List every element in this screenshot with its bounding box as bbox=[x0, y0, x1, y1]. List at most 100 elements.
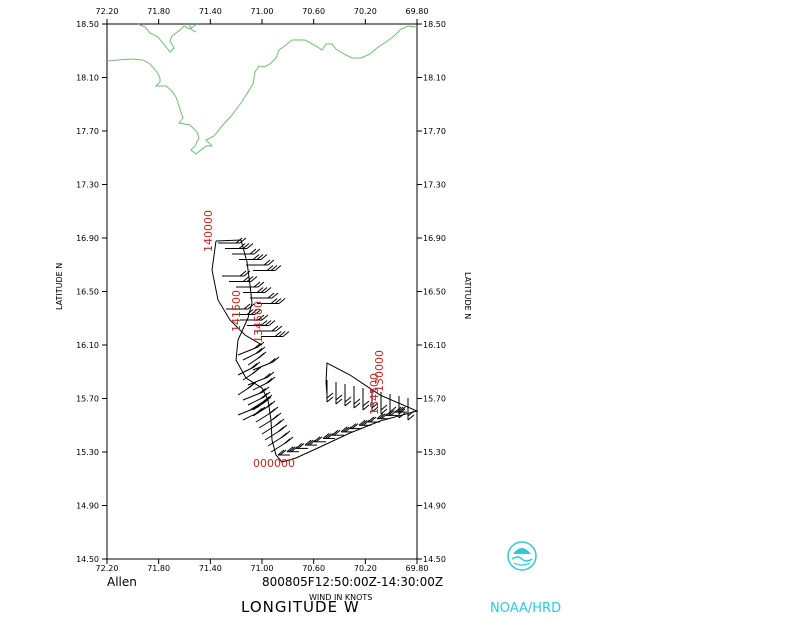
wind-barb-feather bbox=[250, 363, 258, 369]
lat-label-left: 16.50 bbox=[76, 288, 99, 297]
wind-barb-feather bbox=[353, 398, 361, 405]
wind-barb-feather bbox=[369, 416, 377, 423]
lat-label-right: 15.30 bbox=[423, 448, 446, 457]
lat-label-left: 18.50 bbox=[76, 20, 99, 29]
lat-label-right: 16.90 bbox=[423, 234, 446, 243]
lat-label-left: 14.50 bbox=[76, 555, 99, 564]
wind-barb-feather bbox=[304, 439, 312, 446]
lon-label-bottom: 71.40 bbox=[199, 564, 222, 573]
wind-barb-feather bbox=[246, 276, 254, 282]
wind-barb-feather bbox=[398, 406, 406, 413]
lon-label-top: 70.60 bbox=[302, 7, 325, 16]
lon-label-bottom: 71.80 bbox=[147, 564, 170, 573]
wind-barb-feather bbox=[261, 314, 269, 321]
wind-barb-feather bbox=[249, 248, 257, 255]
wind-barb-feather bbox=[306, 439, 314, 446]
wind-barb-feather bbox=[313, 436, 321, 443]
wind-barb-feather bbox=[376, 413, 384, 420]
wind-barb-feather bbox=[335, 398, 343, 405]
wind-barb-feather bbox=[268, 408, 276, 415]
wind-barb-feather bbox=[243, 303, 251, 310]
wind-barb-feather bbox=[243, 270, 251, 277]
lat-label-left: 17.70 bbox=[76, 127, 99, 136]
wind-barb-feather bbox=[277, 426, 285, 433]
track-line bbox=[215, 239, 419, 463]
wind-barb-feather bbox=[268, 376, 276, 383]
storm-name: Allen bbox=[107, 575, 137, 589]
wind-barb-feather bbox=[247, 303, 255, 310]
wind-barb-feather bbox=[267, 259, 275, 266]
track-label-134500b: 134500 bbox=[368, 373, 381, 415]
wind-barb-feather bbox=[242, 276, 250, 282]
wind-barb-feather bbox=[322, 433, 330, 439]
wind-barb-feather bbox=[367, 416, 375, 423]
lon-label-bottom: 70.20 bbox=[354, 564, 377, 573]
wind-barb-feather bbox=[297, 443, 305, 449]
wind-barb-feather bbox=[253, 281, 261, 288]
wind-barb-feather bbox=[353, 402, 361, 409]
wind-barb-feather bbox=[387, 410, 395, 416]
wind-barb-feather bbox=[263, 391, 271, 398]
wind-barb-feather bbox=[265, 378, 273, 384]
wind-barb-feather bbox=[254, 343, 261, 349]
wind-barb-feather bbox=[324, 433, 332, 439]
wind-barb-feather bbox=[260, 254, 268, 260]
wind-barb-feather bbox=[362, 404, 370, 411]
wind-barb-feather bbox=[252, 368, 260, 374]
lat-label-right: 14.90 bbox=[423, 502, 446, 511]
coastline-upper bbox=[137, 23, 198, 53]
lat-label-left: 15.30 bbox=[76, 448, 99, 457]
lat-label-right: 16.50 bbox=[423, 288, 446, 297]
wind-barb-feather bbox=[271, 325, 279, 332]
wind-barb-feather bbox=[277, 449, 285, 456]
wind-barb-feather bbox=[247, 383, 255, 389]
wind-barb-feather bbox=[256, 287, 264, 293]
lat-label-right: 14.50 bbox=[423, 555, 446, 564]
wind-barb-feather bbox=[252, 254, 260, 260]
lat-label-right: 15.70 bbox=[423, 395, 446, 404]
wind-barb-feather bbox=[255, 348, 263, 354]
wind-barb-feather bbox=[333, 429, 341, 436]
lon-label-top: 71.00 bbox=[251, 7, 274, 16]
wind-barb-feather bbox=[258, 346, 266, 353]
lat-label-left: 14.90 bbox=[76, 502, 99, 511]
wind-barb-feather bbox=[378, 413, 386, 420]
wind-barb-feather bbox=[257, 353, 265, 359]
wind-barb-feather bbox=[362, 400, 370, 407]
wind-barb-feather bbox=[274, 298, 282, 304]
time-range: 800805F12:50:00Z-14:30:00Z bbox=[262, 575, 443, 589]
wind-barb-feather bbox=[344, 400, 352, 407]
wind-barb-feather bbox=[326, 392, 334, 399]
lat-label-left: 17.30 bbox=[76, 181, 99, 190]
lat-label-left: 15.70 bbox=[76, 395, 99, 404]
wind-barb-feather bbox=[389, 410, 397, 417]
wind-barb-feather bbox=[315, 436, 323, 443]
wind-barb-feather bbox=[256, 254, 264, 260]
wind-barb-feather bbox=[286, 446, 294, 453]
wind-barb-feather bbox=[264, 373, 271, 379]
wind-barb-feather bbox=[239, 270, 247, 277]
wind-barb-feather bbox=[250, 276, 258, 282]
wind-barb-feather bbox=[271, 414, 279, 421]
wind-barb-feather bbox=[267, 292, 275, 299]
wind-barb-feather bbox=[274, 331, 282, 337]
lon-label-top: 71.80 bbox=[147, 7, 170, 16]
lat-label-right: 17.70 bbox=[423, 127, 446, 136]
coastline bbox=[106, 25, 418, 155]
lon-label-bottom: 71.00 bbox=[251, 564, 274, 573]
lon-label-top: 69.80 bbox=[406, 7, 429, 16]
wind-barb-feather bbox=[257, 401, 265, 408]
track-label-000000: 000000 bbox=[253, 457, 295, 470]
wind-barb-feather bbox=[358, 419, 366, 426]
wind-barb-feather bbox=[360, 419, 368, 426]
wind-barb-feather bbox=[351, 423, 359, 429]
wind-barb-feather bbox=[398, 408, 406, 415]
wind-barb-feather bbox=[275, 325, 283, 332]
lat-label-left: 16.90 bbox=[76, 234, 99, 243]
lat-label-left: 18.10 bbox=[76, 74, 99, 83]
noaa-logo bbox=[507, 541, 537, 571]
wind-barb-feather bbox=[282, 331, 290, 337]
wind-barb-feather bbox=[371, 406, 379, 413]
wind-barb-feather bbox=[371, 402, 379, 409]
wind-barb-feather bbox=[280, 432, 288, 439]
